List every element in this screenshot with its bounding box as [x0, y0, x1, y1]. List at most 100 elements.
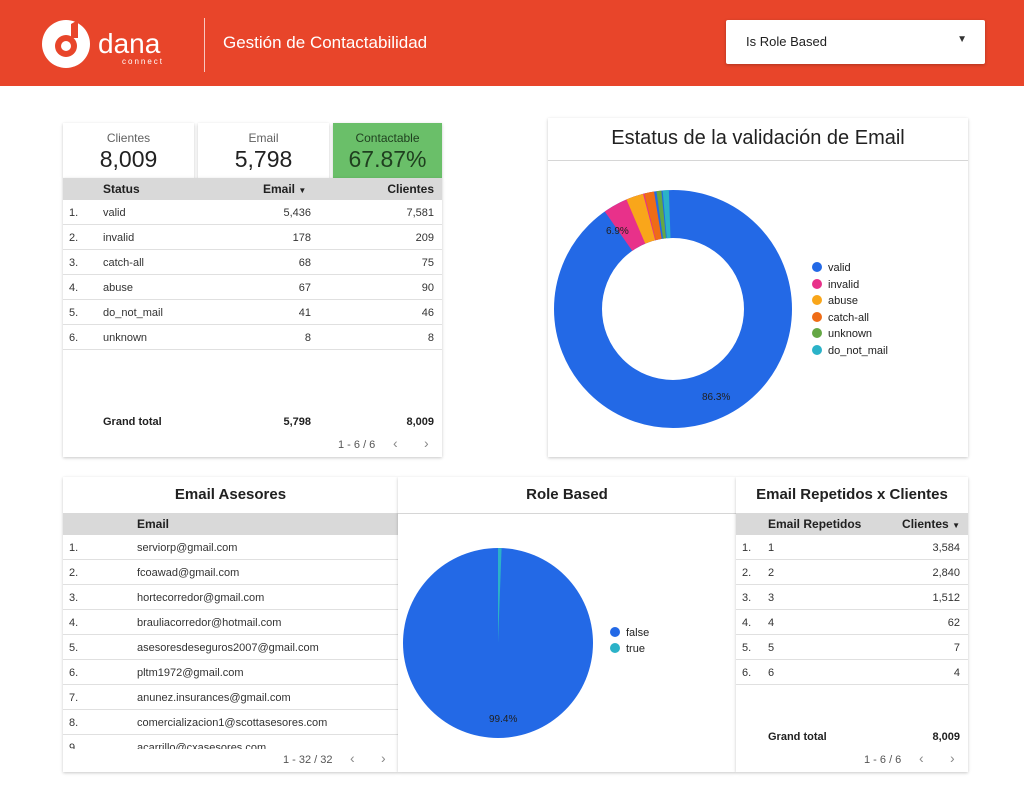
legend-item[interactable]: catch-all	[812, 311, 869, 324]
row-index: 4.	[69, 282, 79, 294]
table-row[interactable]: 5. 5 7	[736, 635, 968, 660]
donut-slice-unknown[interactable]	[554, 190, 792, 428]
cell-status: catch-all	[103, 257, 144, 269]
column-header-clientes[interactable]: Clientes	[387, 182, 434, 196]
cell-email: 67	[298, 282, 311, 294]
column-header-clientes[interactable]: Clientes ▼	[902, 517, 960, 531]
table-row[interactable]: 1. 1 3,584	[736, 535, 968, 560]
column-header-email[interactable]: Email ▼	[263, 182, 307, 196]
table-row[interactable]: 3. hortecorredor@gmail.com	[63, 585, 398, 610]
pagination-label: 1 - 32 / 32	[283, 754, 333, 766]
donut-slice-valid[interactable]	[554, 190, 792, 428]
table-row[interactable]: 4. 4 62	[736, 610, 968, 635]
donut-slice-do-not-mail[interactable]	[554, 190, 792, 428]
legend-swatch	[812, 262, 822, 272]
table-row[interactable]: 2. fcoawad@gmail.com	[63, 560, 398, 585]
next-page-button[interactable]: ›	[950, 750, 955, 766]
email-status-donut-chart: Estatus de la validación de Email 86.3% …	[548, 118, 968, 457]
scorecard-label: Contactable	[355, 131, 420, 145]
table-row[interactable]: 3. catch-all 68 75	[63, 250, 442, 275]
table-row[interactable]: 6. unknown 8 8	[63, 325, 442, 350]
legend-label: invalid	[828, 278, 860, 291]
table-row[interactable]: 7. anunez.insurances@gmail.com	[63, 685, 398, 710]
table-row[interactable]: 6. pltm1972@gmail.com	[63, 660, 398, 685]
svg-text:connect: connect	[122, 57, 164, 66]
prev-page-button[interactable]: ‹	[919, 750, 924, 766]
table-row[interactable]: 2. 2 2,840	[736, 560, 968, 585]
row-index: 3.	[69, 592, 79, 604]
table-row[interactable]: 5. do_not_mail 41 46	[63, 300, 442, 325]
legend-item[interactable]: abuse	[812, 295, 858, 307]
grand-total-email: 5,798	[283, 416, 311, 428]
row-index: 5.	[742, 642, 752, 654]
cell-clientes: 7,581	[406, 207, 434, 219]
cell-email: anunez.insurances@gmail.com	[137, 692, 291, 704]
legend-swatch	[812, 328, 822, 338]
legend-label: unknown	[828, 328, 873, 340]
prev-page-button[interactable]: ‹	[350, 750, 355, 766]
legend-swatch	[812, 311, 822, 322]
legend-swatch	[812, 344, 822, 355]
legend-item[interactable]: valid	[812, 262, 851, 274]
cell-email: pltm1972@gmail.com	[137, 667, 244, 679]
cell-clientes: 3,584	[932, 542, 960, 554]
cell-clientes: 209	[415, 232, 434, 244]
cell-email-repetidos: 1	[768, 542, 775, 554]
table-row[interactable]: 4. abuse 67 90	[63, 275, 442, 300]
legend-swatch	[812, 295, 822, 305]
email-repetidos-table: Email Repetidos x Clientes Email Repetid…	[736, 477, 968, 772]
next-page-button[interactable]: ›	[381, 750, 386, 766]
donut-label-valid: 86.3%	[702, 392, 731, 403]
legend-item[interactable]: do_not_mail	[812, 344, 888, 357]
cell-clientes: 90	[421, 282, 434, 294]
prev-page-button[interactable]: ‹	[393, 435, 398, 451]
legend-item[interactable]: true	[610, 643, 645, 655]
sort-desc-icon: ▼	[298, 186, 307, 195]
table-row[interactable]: 8. comercializacion1@scottasesores.com	[63, 710, 398, 735]
legend-item[interactable]: invalid	[812, 278, 860, 291]
column-header-status[interactable]: Status	[103, 182, 140, 196]
table-row[interactable]: 3. 3 1,512	[736, 585, 968, 610]
next-page-button[interactable]: ›	[424, 435, 429, 451]
table-row[interactable]: 4. brauliacorredor@hotmail.com	[63, 610, 398, 635]
cell-clientes: 46	[421, 307, 434, 319]
legend-item[interactable]: unknown	[812, 328, 872, 340]
scorecard-label: Clientes	[106, 131, 151, 145]
cell-status: abuse	[103, 282, 133, 294]
pagination-label: 1 - 6 / 6	[864, 754, 902, 766]
dropdown-label: Is Role Based	[746, 34, 827, 49]
column-header-email-repetidos[interactable]: Email Repetidos	[768, 517, 862, 531]
cell-status: invalid	[103, 232, 135, 244]
row-index: 8.	[69, 717, 79, 729]
cell-email-repetidos: 3	[768, 592, 775, 604]
grand-total-label: Grand total	[768, 731, 827, 743]
svg-text:dana: dana	[98, 28, 161, 59]
scorecard-contactable: Contactable 67.87%	[333, 123, 442, 178]
row-index: 2.	[69, 232, 79, 244]
column-header-email[interactable]: Email	[137, 517, 170, 531]
cell-clientes: 4	[953, 667, 960, 679]
grand-total-clientes: 8,009	[406, 416, 434, 428]
legend-item[interactable]: false	[610, 627, 649, 639]
donut-slice-abuse[interactable]	[548, 184, 797, 433]
cell-clientes: 62	[947, 617, 960, 629]
table-row[interactable]: 1. valid 5,436 7,581	[63, 200, 442, 225]
role-based-filter-dropdown[interactable]: Is Role Based ▼	[726, 20, 985, 64]
page-title: Gestión de Contactabilidad	[223, 33, 428, 52]
table-row[interactable]: 9. acarrillo@cxasesores.com	[63, 735, 398, 749]
pie-slice-true[interactable]	[498, 548, 502, 643]
table-row[interactable]: 2. invalid 178 209	[63, 225, 442, 250]
grand-total-clientes: 8,009	[932, 731, 960, 743]
cell-email: acarrillo@cxasesores.com	[137, 742, 267, 749]
donut-slice-invalid[interactable]	[548, 177, 805, 442]
table-header: Status Email ▼ Clientes	[63, 178, 442, 200]
pagination-label: 1 - 6 / 6	[338, 439, 376, 451]
table-row[interactable]: 6. 6 4	[736, 660, 968, 685]
table-row[interactable]: 1. serviorp@gmail.com	[63, 535, 398, 560]
row-index: 3.	[69, 257, 79, 269]
status-table: Status Email ▼ Clientes 1. valid 5,436 7,58…	[63, 178, 442, 457]
cell-email: fcoawad@gmail.com	[137, 567, 240, 579]
table-row[interactable]: 5. asesoresdeseguros2007@gmail.com	[63, 635, 398, 660]
legend-swatch	[610, 627, 620, 637]
row-index: 5.	[69, 642, 79, 654]
